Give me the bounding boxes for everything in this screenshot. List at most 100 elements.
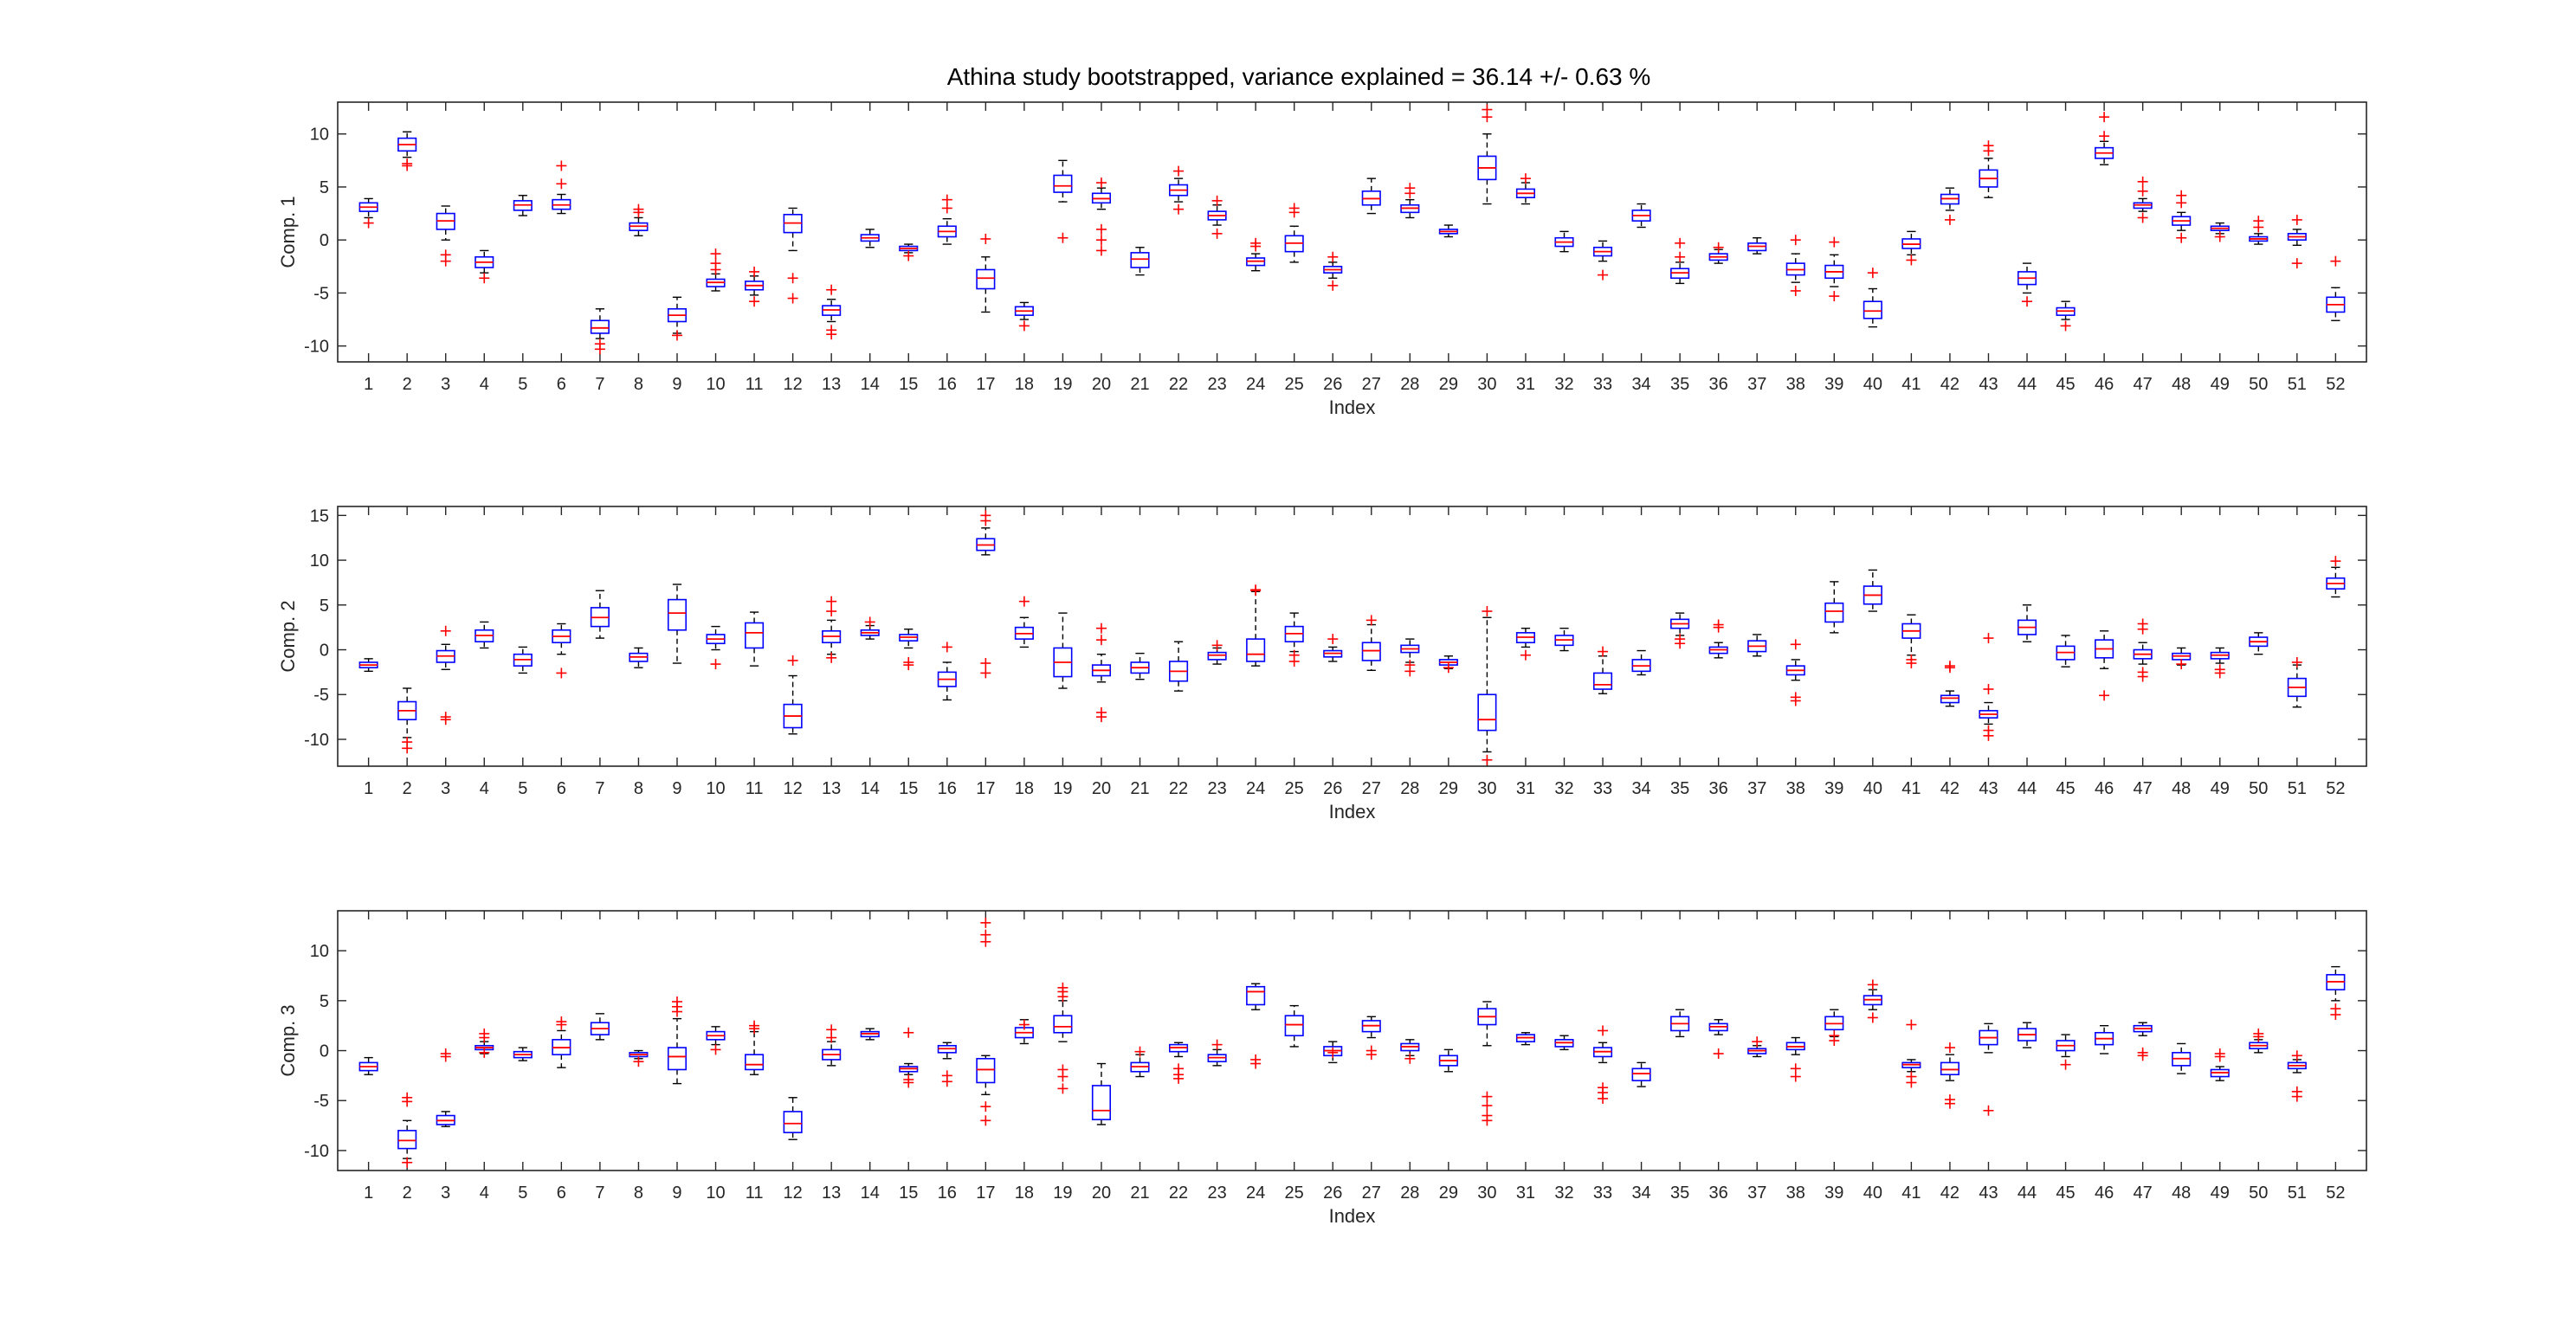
box-32	[1554, 230, 1574, 253]
x-tick-label: 43	[1979, 1183, 1998, 1203]
box-2	[397, 1092, 417, 1168]
outlier-marker	[1211, 640, 1223, 651]
outlier-marker	[1790, 285, 1801, 296]
box-6	[552, 1016, 571, 1068]
outlier-marker	[1018, 596, 1030, 607]
outlier-marker	[1288, 655, 1300, 667]
box-8	[629, 203, 649, 236]
box-39	[1824, 1009, 1844, 1046]
outlier-marker	[2291, 1050, 2302, 1061]
outlier-marker	[1095, 635, 1107, 646]
box-13	[822, 596, 842, 663]
outlier-marker	[749, 296, 760, 307]
x-tick-label: 9	[672, 375, 681, 394]
x-tick-label: 14	[861, 375, 880, 394]
outlier-marker	[479, 273, 490, 284]
outlier-marker	[402, 743, 413, 754]
box-51	[2287, 214, 2307, 269]
outlier-marker	[1482, 606, 1493, 617]
x-tick-label: 15	[899, 375, 918, 394]
outlier-marker	[1327, 1047, 1339, 1058]
outlier-marker	[1906, 658, 1917, 669]
box-26	[1323, 634, 1343, 662]
x-tick-label: 17	[976, 375, 995, 394]
x-tick-label: 21	[1130, 375, 1149, 394]
outlier-marker	[941, 642, 952, 653]
box-52	[2326, 255, 2346, 321]
x-tick-label: 29	[1439, 779, 1458, 798]
outlier-marker	[1482, 104, 1493, 115]
box-14	[860, 229, 880, 248]
outlier-marker	[903, 250, 914, 261]
outlier-marker	[2099, 112, 2110, 123]
x-tick-label: 32	[1554, 779, 1573, 798]
iqr-box	[1824, 602, 1844, 623]
box-13	[822, 1024, 842, 1067]
box-50	[2249, 1028, 2269, 1054]
x-tick-label: 3	[441, 375, 450, 394]
outlier-marker	[826, 652, 837, 663]
x-tick-label: 2	[403, 375, 412, 394]
x-tick-label: 5	[518, 375, 527, 394]
outlier-marker	[1095, 235, 1107, 246]
x-tick-label: 11	[746, 1183, 764, 1203]
box-18	[1014, 596, 1034, 648]
box-36	[1708, 1019, 1728, 1059]
box-15	[899, 629, 919, 671]
outlier-marker	[2330, 1003, 2341, 1015]
box-51	[2287, 657, 2307, 708]
outlier-marker	[402, 1096, 413, 1107]
x-tick-label: 15	[899, 779, 918, 798]
y-axis-label: Comp. 3	[277, 1004, 299, 1076]
box-38	[1785, 235, 1805, 296]
iqr-box	[1284, 1015, 1304, 1037]
outlier-marker	[2253, 1028, 2264, 1039]
outlier-marker	[1057, 1071, 1068, 1082]
outlier-marker	[1675, 251, 1686, 262]
outlier-marker	[1867, 979, 1878, 990]
outlier-marker	[1018, 320, 1030, 332]
x-tick-label: 33	[1593, 375, 1612, 394]
outlier-marker	[2291, 258, 2302, 269]
outlier-marker	[440, 625, 451, 636]
y-tick-label: -10	[304, 338, 329, 357]
x-tick-label: 33	[1593, 779, 1612, 798]
x-tick-label: 50	[2249, 779, 2268, 798]
outlier-marker	[556, 178, 567, 190]
outlier-marker	[402, 158, 413, 170]
box-48	[2172, 647, 2192, 670]
outlier-marker	[1944, 1098, 1955, 1109]
iqr-box	[1053, 174, 1073, 193]
box-2	[397, 687, 417, 754]
outlier-marker	[941, 1076, 952, 1087]
box-7	[590, 308, 610, 355]
x-tick-label: 49	[2211, 779, 2230, 798]
x-tick-label: 19	[1053, 1183, 1072, 1203]
outlier-marker	[903, 1077, 914, 1088]
x-tick-label: 31	[1516, 1183, 1535, 1203]
y-tick-label: 10	[310, 551, 329, 571]
box-31	[1515, 627, 1535, 661]
outlier-marker	[2099, 690, 2110, 701]
x-tick-label: 50	[2249, 1183, 2268, 1203]
x-tick-label: 21	[1130, 779, 1149, 798]
outlier-marker	[749, 1020, 760, 1031]
x-tick-label: 47	[2134, 375, 2153, 394]
outlier-marker	[2176, 232, 2187, 243]
x-tick-label: 19	[1053, 375, 1072, 394]
outlier-marker	[1906, 1077, 1917, 1088]
x-tick-label: 10	[706, 1183, 725, 1203]
x-tick-label: 36	[1709, 375, 1728, 394]
box-34	[1631, 1061, 1651, 1087]
box-35	[1670, 1009, 1690, 1038]
y-tick-label: 15	[310, 506, 329, 526]
outlier-marker	[1057, 1083, 1068, 1094]
outlier-marker	[1057, 982, 1068, 993]
outlier-marker	[402, 1157, 413, 1168]
x-tick-label: 24	[1246, 1183, 1265, 1203]
outlier-marker	[1598, 1093, 1609, 1104]
outlier-marker	[1944, 1042, 1955, 1054]
box-31	[1515, 173, 1535, 205]
outlier-marker	[1790, 235, 1801, 246]
x-tick-label: 41	[1901, 779, 1921, 798]
